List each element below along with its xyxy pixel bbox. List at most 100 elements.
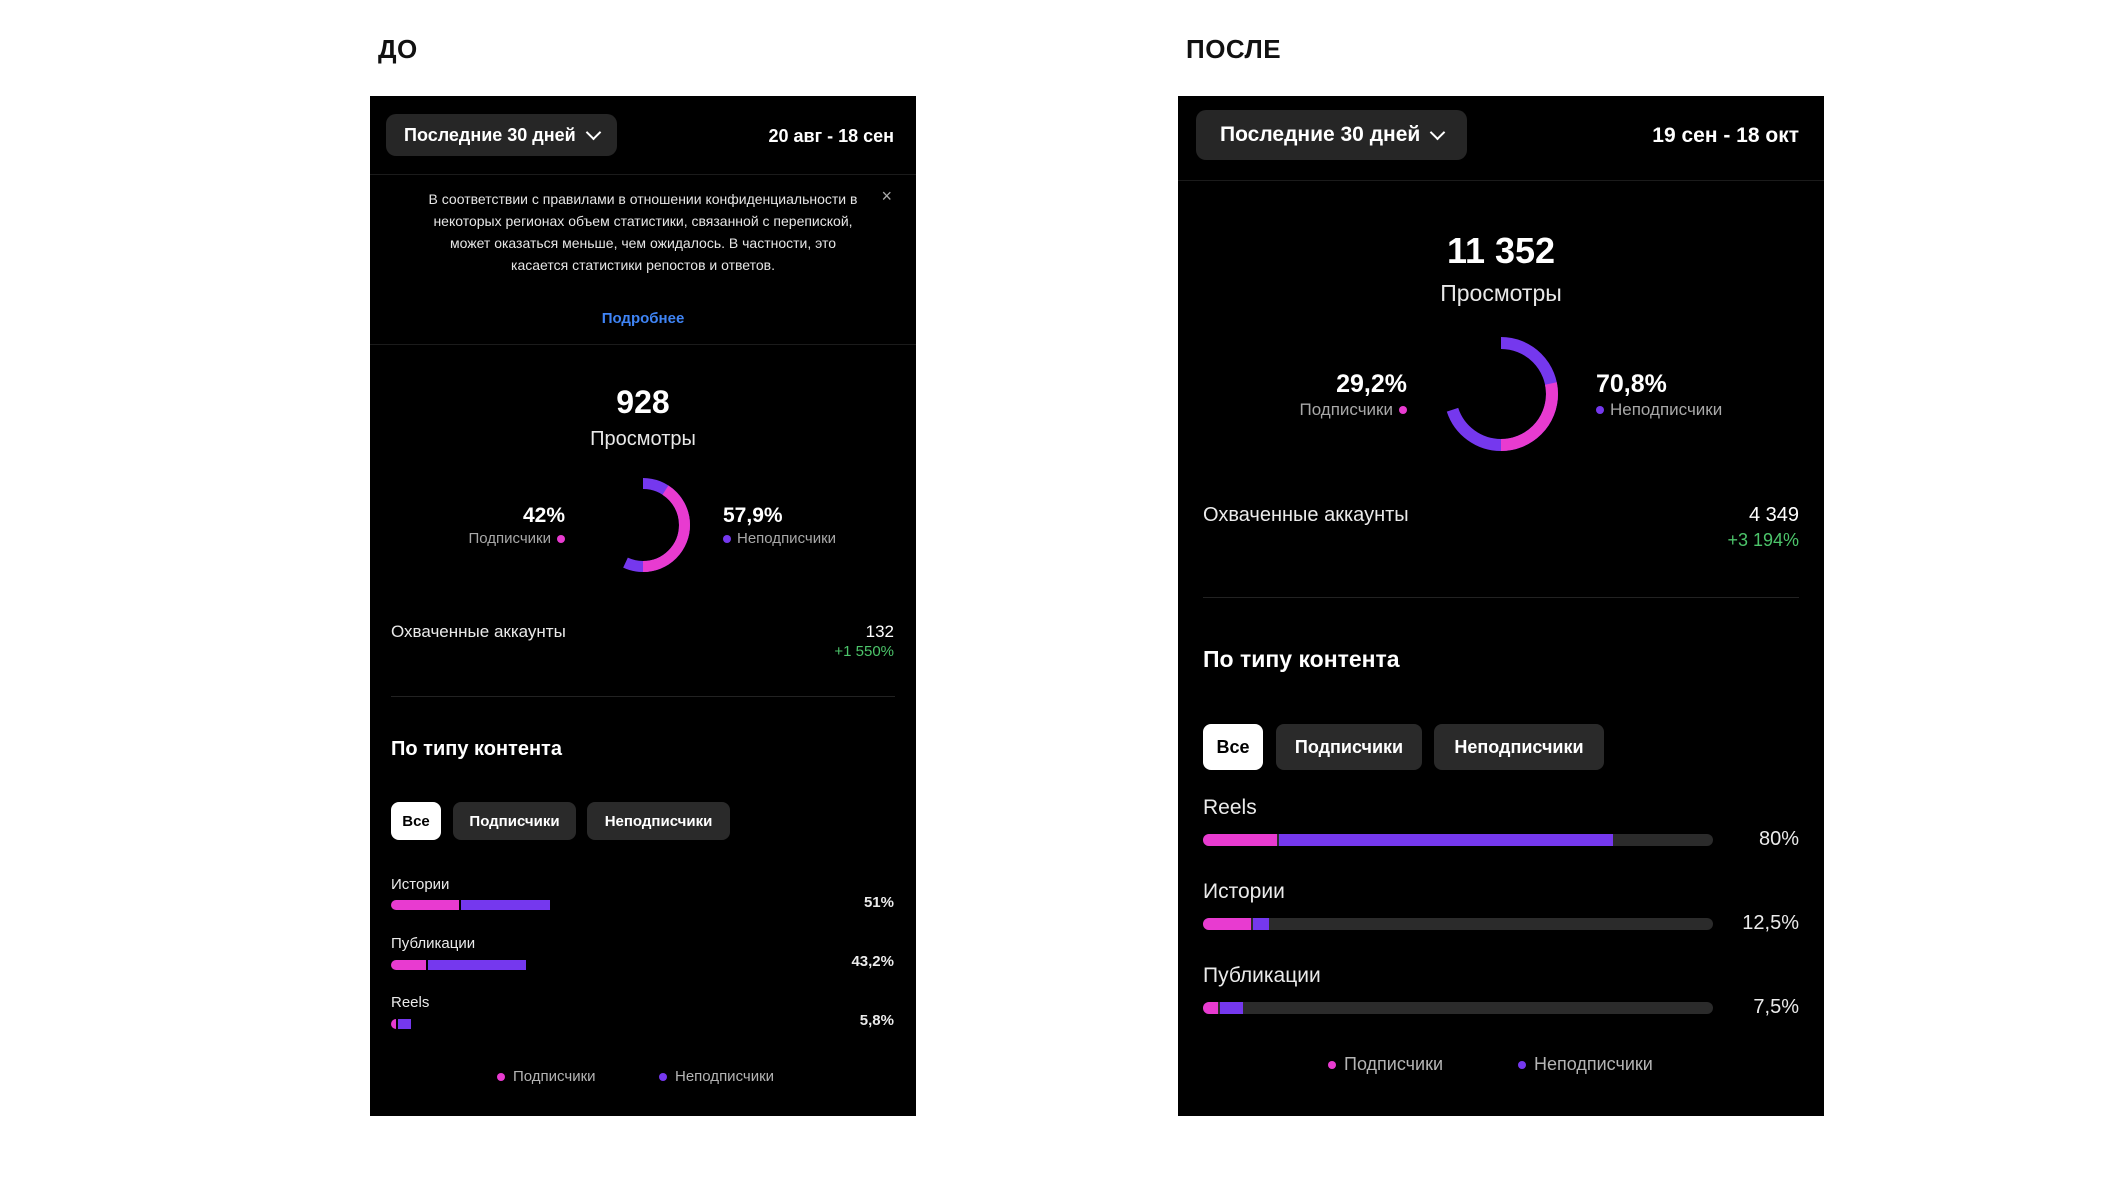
non-subscribers-dot-icon bbox=[723, 534, 731, 543]
date-range-label: Последние 30 дней bbox=[404, 124, 576, 145]
divider bbox=[1203, 597, 1799, 598]
non-subscribers-segment bbox=[1253, 918, 1269, 930]
subscribers-percent: 29,2% bbox=[1336, 370, 1407, 398]
content-row-bar bbox=[1203, 834, 1713, 846]
after-screenshot: Последние 30 дней 19 сен - 18 окт 11 352… bbox=[1178, 96, 1824, 1116]
non-subscribers-percent: 57,9% bbox=[723, 504, 783, 527]
subscribers-arc bbox=[1444, 337, 1558, 451]
close-icon[interactable]: × bbox=[881, 186, 892, 206]
subscribers-segment bbox=[1203, 1002, 1219, 1014]
content-row-bar bbox=[391, 960, 791, 970]
chevron-down-icon bbox=[1430, 124, 1446, 141]
date-range-label: Последние 30 дней bbox=[1220, 123, 1421, 146]
views-donut-chart bbox=[1444, 337, 1558, 451]
content-row-label: Reels bbox=[1203, 796, 1257, 819]
content-row-label: Публикации bbox=[1203, 964, 1321, 987]
content-row-bar bbox=[391, 1019, 791, 1029]
content-row-label: Истории bbox=[391, 876, 450, 893]
subscribers-segment bbox=[1203, 918, 1252, 930]
date-range-button[interactable]: Последние 30 дней bbox=[1196, 110, 1468, 160]
content-row-bar bbox=[1203, 918, 1713, 930]
content-row-label: Reels bbox=[391, 994, 430, 1011]
content-row-percent: 12,5% bbox=[1742, 912, 1799, 934]
divider bbox=[391, 696, 895, 697]
reach-delta: +3 194% bbox=[1727, 530, 1799, 550]
non-subscribers-segment bbox=[397, 1019, 411, 1029]
subscribers-legend: Подписчики bbox=[1299, 400, 1407, 420]
non-subscribers-dot-icon bbox=[1518, 1060, 1526, 1069]
privacy-notice: × В соответствии с правилами в отношении… bbox=[370, 174, 916, 345]
non-subscribers-segment bbox=[1278, 834, 1613, 846]
non-subscribers-segment bbox=[428, 960, 527, 970]
legend-non-subscribers: Неподписчики bbox=[1518, 1054, 1653, 1075]
content-type-title: По типу контента bbox=[391, 738, 562, 760]
views-value: 11 352 bbox=[1446, 230, 1556, 271]
non-subscribers-percent: 70,8% bbox=[1596, 370, 1667, 398]
non-subscribers-label: Неподписчики bbox=[737, 530, 837, 547]
top-bar: Последние 30 дней 20 авг - 18 сен bbox=[370, 96, 916, 175]
subscribers-dot-icon bbox=[1328, 1060, 1336, 1069]
legend-non-subscribers: Неподписчики bbox=[659, 1068, 774, 1085]
content-type-title: По типу контента bbox=[1203, 646, 1400, 672]
reach-value: 132 bbox=[865, 622, 894, 641]
subscribers-dot-icon bbox=[557, 534, 565, 543]
reach-label: Охваченные аккаунты bbox=[1203, 504, 1409, 526]
learn-more-link[interactable]: Подробнее bbox=[601, 310, 685, 327]
non-subscribers-legend: Неподписчики bbox=[1596, 400, 1722, 420]
content-row-percent: 7,5% bbox=[1753, 996, 1799, 1018]
chevron-down-icon bbox=[585, 124, 601, 141]
reach-value: 4 349 bbox=[1748, 504, 1799, 526]
before-screenshot: Последние 30 дней 20 авг - 18 сен × В со… bbox=[370, 96, 916, 1116]
before-label: ДО bbox=[378, 34, 418, 64]
legend-subscribers-label: Подписчики bbox=[513, 1068, 596, 1085]
filter-all-chip[interactable]: Все bbox=[1203, 724, 1263, 770]
legend-non-subscribers-label: Неподписчики bbox=[1534, 1054, 1653, 1074]
content-row-label: Истории bbox=[1203, 880, 1285, 903]
non-subscribers-segment bbox=[460, 900, 551, 910]
non-subscribers-dot-icon bbox=[1596, 406, 1604, 414]
views-donut-chart bbox=[596, 478, 690, 572]
date-period: 19 сен - 18 окт bbox=[1652, 124, 1799, 147]
views-label: Просмотры bbox=[590, 428, 696, 450]
reach-delta: +1 550% bbox=[834, 643, 894, 660]
filter-all-chip[interactable]: Все bbox=[391, 802, 441, 840]
subscribers-segment bbox=[1203, 834, 1277, 846]
filter-non-subscribers-chip[interactable]: Неподписчики bbox=[1434, 724, 1604, 770]
views-label: Просмотры bbox=[1440, 280, 1562, 306]
filter-non-subscribers-chip[interactable]: Неподписчики bbox=[587, 802, 730, 840]
subscribers-segment bbox=[391, 900, 459, 910]
content-row-percent: 51% bbox=[863, 894, 894, 911]
notice-text: В соответствии с правилами в отношении к… bbox=[428, 191, 858, 273]
content-row-label: Публикации bbox=[391, 935, 476, 952]
reach-label: Охваченные аккаунты bbox=[391, 622, 566, 641]
subscribers-dot-icon bbox=[497, 1072, 505, 1081]
legend-subscribers: Подписчики bbox=[497, 1068, 596, 1085]
content-row-percent: 5,8% bbox=[859, 1012, 894, 1029]
subscribers-arc bbox=[596, 478, 690, 572]
filter-subscribers-chip[interactable]: Подписчики bbox=[453, 802, 576, 840]
top-bar: Последние 30 дней 19 сен - 18 окт bbox=[1178, 96, 1824, 181]
views-value: 928 bbox=[616, 384, 670, 420]
subscribers-legend: Подписчики bbox=[468, 530, 565, 547]
date-period: 20 авг - 18 сен bbox=[768, 126, 894, 146]
non-subscribers-label: Неподписчики bbox=[1610, 400, 1723, 419]
subscribers-label: Подписчики bbox=[468, 530, 551, 547]
filter-subscribers-chip[interactable]: Подписчики bbox=[1276, 724, 1422, 770]
date-range-button[interactable]: Последние 30 дней bbox=[386, 114, 617, 156]
non-subscribers-legend: Неподписчики bbox=[723, 530, 836, 547]
non-subscribers-segment bbox=[1220, 1002, 1244, 1014]
legend-subscribers: Подписчики bbox=[1328, 1054, 1443, 1075]
subscribers-dot-icon bbox=[1399, 406, 1407, 414]
content-row-bar bbox=[1203, 1002, 1713, 1014]
subscribers-segment bbox=[391, 960, 427, 970]
legend-subscribers-label: Подписчики bbox=[1344, 1054, 1444, 1074]
subscribers-percent: 42% bbox=[522, 504, 565, 527]
subscribers-label: Подписчики bbox=[1299, 400, 1393, 419]
legend-non-subscribers-label: Неподписчики bbox=[675, 1068, 775, 1085]
content-row-bar bbox=[391, 900, 791, 910]
subscribers-segment bbox=[391, 1019, 396, 1029]
content-row-percent: 80% bbox=[1758, 828, 1799, 850]
non-subscribers-dot-icon bbox=[659, 1072, 667, 1081]
after-label: ПОСЛЕ bbox=[1186, 34, 1282, 64]
content-row-percent: 43,2% bbox=[851, 953, 894, 970]
